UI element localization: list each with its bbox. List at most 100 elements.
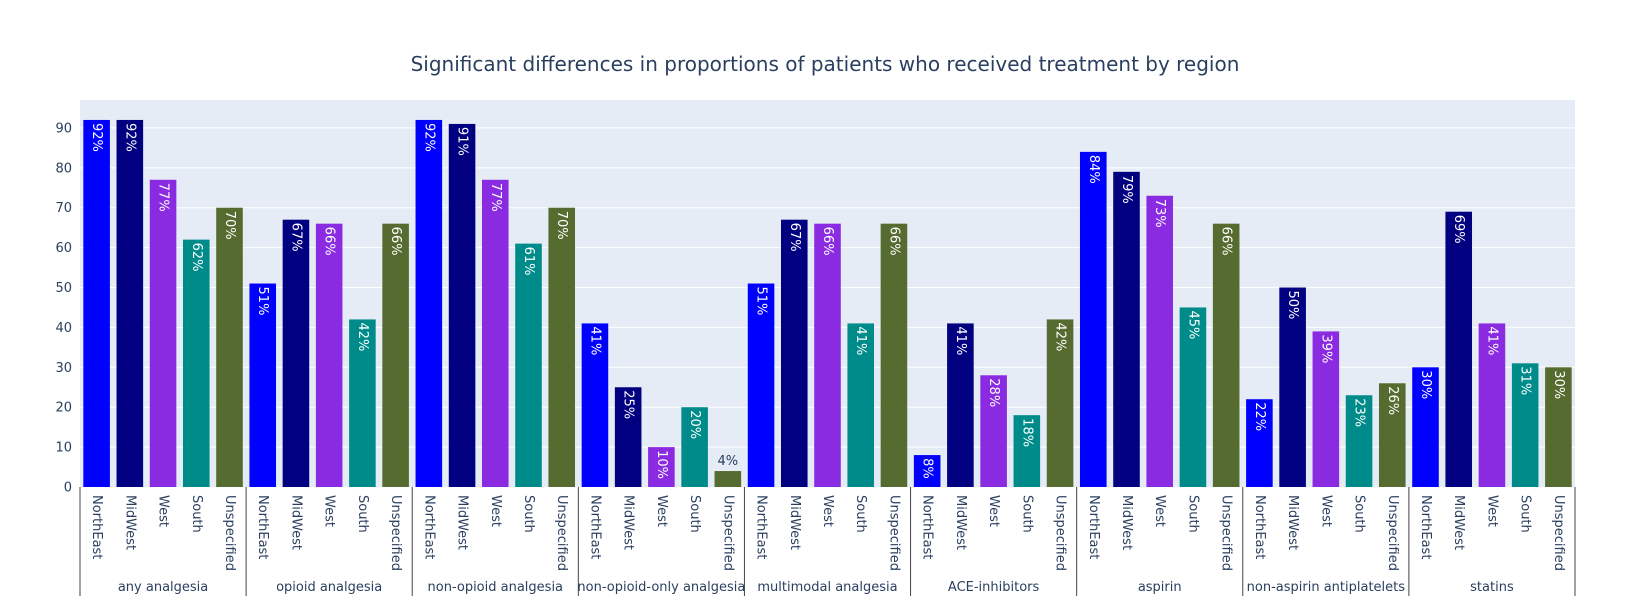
x-tick-label-group: non-aspirin antiplatelets [1247, 580, 1406, 595]
bar[interactable] [182, 239, 210, 487]
x-tick-label-region: West [488, 495, 503, 527]
bar[interactable] [149, 179, 177, 487]
x-tick-label-region: MidWest [787, 495, 802, 550]
x-tick-label-region: MidWest [621, 495, 636, 550]
y-axis-ticks: 0 10 20 30 40 50 60 70 80 90 [55, 121, 72, 495]
bar[interactable] [1478, 323, 1506, 487]
x-tick-label-region: Unspecified [1053, 495, 1068, 571]
bars [83, 119, 1572, 488]
bar-data-label: 70% [222, 211, 237, 240]
bar-data-label: 42% [1053, 322, 1068, 351]
bar[interactable] [315, 223, 343, 487]
bar[interactable] [481, 179, 509, 487]
bar[interactable] [349, 319, 376, 487]
bar[interactable] [515, 243, 542, 487]
bar[interactable] [1511, 363, 1539, 487]
bar-data-label: 31% [1518, 366, 1533, 395]
bar[interactable] [1079, 151, 1107, 488]
bar-data-label: 28% [986, 378, 1001, 407]
x-tick-label-region: South [521, 495, 536, 533]
x-tick-label-region: NorthEast [587, 495, 602, 559]
bar[interactable] [1345, 395, 1373, 487]
bar-data-label: 42% [355, 322, 370, 351]
x-tick-label-region: Unspecified [886, 495, 901, 571]
x-tick-label-region: Unspecified [222, 495, 237, 571]
bar-data-label: 66% [1219, 227, 1234, 256]
y-tick-label: 10 [55, 441, 72, 456]
bar[interactable] [747, 283, 775, 487]
x-tick-label-region: Unspecified [720, 495, 735, 571]
bar[interactable] [681, 407, 708, 487]
bar[interactable] [1412, 367, 1439, 487]
bar[interactable] [1246, 399, 1273, 487]
bar[interactable] [1179, 307, 1207, 487]
bar[interactable] [1146, 195, 1174, 488]
bar[interactable] [415, 119, 443, 487]
bar[interactable] [947, 323, 974, 487]
bar[interactable] [814, 223, 841, 487]
bar[interactable] [282, 219, 310, 487]
bar[interactable] [548, 207, 576, 487]
bar[interactable] [249, 283, 277, 487]
x-axis-ticks: NorthEast MidWest West South Unspecified any … [79, 487, 1576, 596]
x-tick-label-region: South [853, 495, 868, 533]
x-tick-label-region: MidWest [1285, 495, 1300, 550]
bar[interactable] [714, 471, 742, 487]
x-tick-label-group: opioid analgesia [276, 580, 382, 595]
bar[interactable] [216, 207, 243, 487]
x-tick-label-region: NorthEast [1086, 495, 1101, 559]
bar[interactable] [780, 219, 808, 487]
bar[interactable] [1445, 211, 1473, 487]
x-tick-label-region: South [1185, 495, 1200, 533]
bar[interactable] [1378, 383, 1406, 487]
bar-data-label: 77% [488, 183, 503, 212]
x-tick-label-region: NorthEast [89, 495, 104, 559]
bar[interactable] [1212, 223, 1240, 487]
bar[interactable] [116, 119, 144, 487]
x-tick-label-region: MidWest [953, 495, 968, 550]
bar[interactable] [448, 123, 476, 487]
bar[interactable] [880, 223, 908, 487]
bar[interactable] [1046, 319, 1074, 487]
bar[interactable] [83, 119, 110, 487]
bar[interactable] [1545, 367, 1572, 487]
x-tick-label-region: Unspecified [554, 495, 569, 571]
bar[interactable] [1113, 171, 1140, 487]
y-tick-label: 40 [55, 321, 72, 336]
x-tick-label-group: any analgesia [118, 580, 208, 595]
bar[interactable] [1312, 331, 1340, 487]
x-tick-label-region: West [654, 495, 669, 527]
x-tick-label-region: Unspecified [388, 495, 403, 571]
x-tick-label-region: West [820, 495, 835, 527]
x-tick-label-region: West [1484, 495, 1499, 527]
bar[interactable] [1279, 287, 1306, 487]
bar-data-label: 22% [1252, 402, 1267, 431]
bar[interactable] [581, 323, 609, 487]
bar[interactable] [847, 323, 875, 487]
y-tick-label: 30 [55, 361, 72, 376]
bar-data-label: 20% [687, 410, 702, 439]
bar-data-label: 10% [654, 450, 669, 479]
x-tick-label-group: aspirin [1138, 580, 1182, 595]
bar[interactable] [614, 387, 642, 487]
bar[interactable] [382, 223, 409, 487]
x-tick-label-region: NorthEast [754, 495, 769, 559]
bar[interactable] [648, 447, 675, 487]
bar-data-label: 30% [1551, 370, 1566, 399]
x-tick-label-region: MidWest [455, 495, 470, 550]
x-tick-label-region: NorthEast [1418, 495, 1433, 559]
x-tick-label-group: multimodal analgesia [757, 580, 897, 595]
bar-data-label: 30% [1418, 370, 1433, 399]
bar[interactable] [980, 375, 1007, 487]
bar-data-label: 92% [122, 123, 137, 152]
bar-data-label: 77% [156, 183, 171, 212]
x-tick-label-region: West [156, 495, 171, 527]
x-tick-label-region: MidWest [122, 495, 137, 550]
bar-data-label: 66% [886, 227, 901, 256]
bar-data-label: 62% [189, 243, 204, 272]
bar[interactable] [1013, 415, 1041, 487]
bar[interactable] [913, 455, 941, 487]
y-tick-label: 0 [64, 481, 72, 496]
x-tick-label-region: West [1152, 495, 1167, 527]
